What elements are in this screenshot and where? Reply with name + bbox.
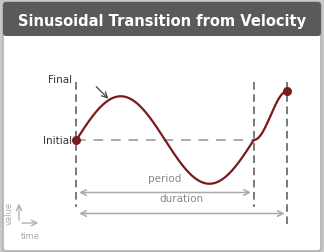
- FancyBboxPatch shape: [3, 3, 321, 251]
- Point: [74, 138, 79, 142]
- Text: value: value: [5, 201, 14, 224]
- Point: [285, 90, 290, 94]
- Text: duration: duration: [160, 194, 204, 204]
- Text: time: time: [20, 231, 40, 240]
- Text: period: period: [148, 173, 182, 183]
- Text: Final: Final: [48, 74, 72, 84]
- Text: Initial: Initial: [43, 136, 72, 145]
- FancyBboxPatch shape: [3, 3, 321, 37]
- Text: Sinusoidal Transition from Velocity: Sinusoidal Transition from Velocity: [18, 13, 306, 28]
